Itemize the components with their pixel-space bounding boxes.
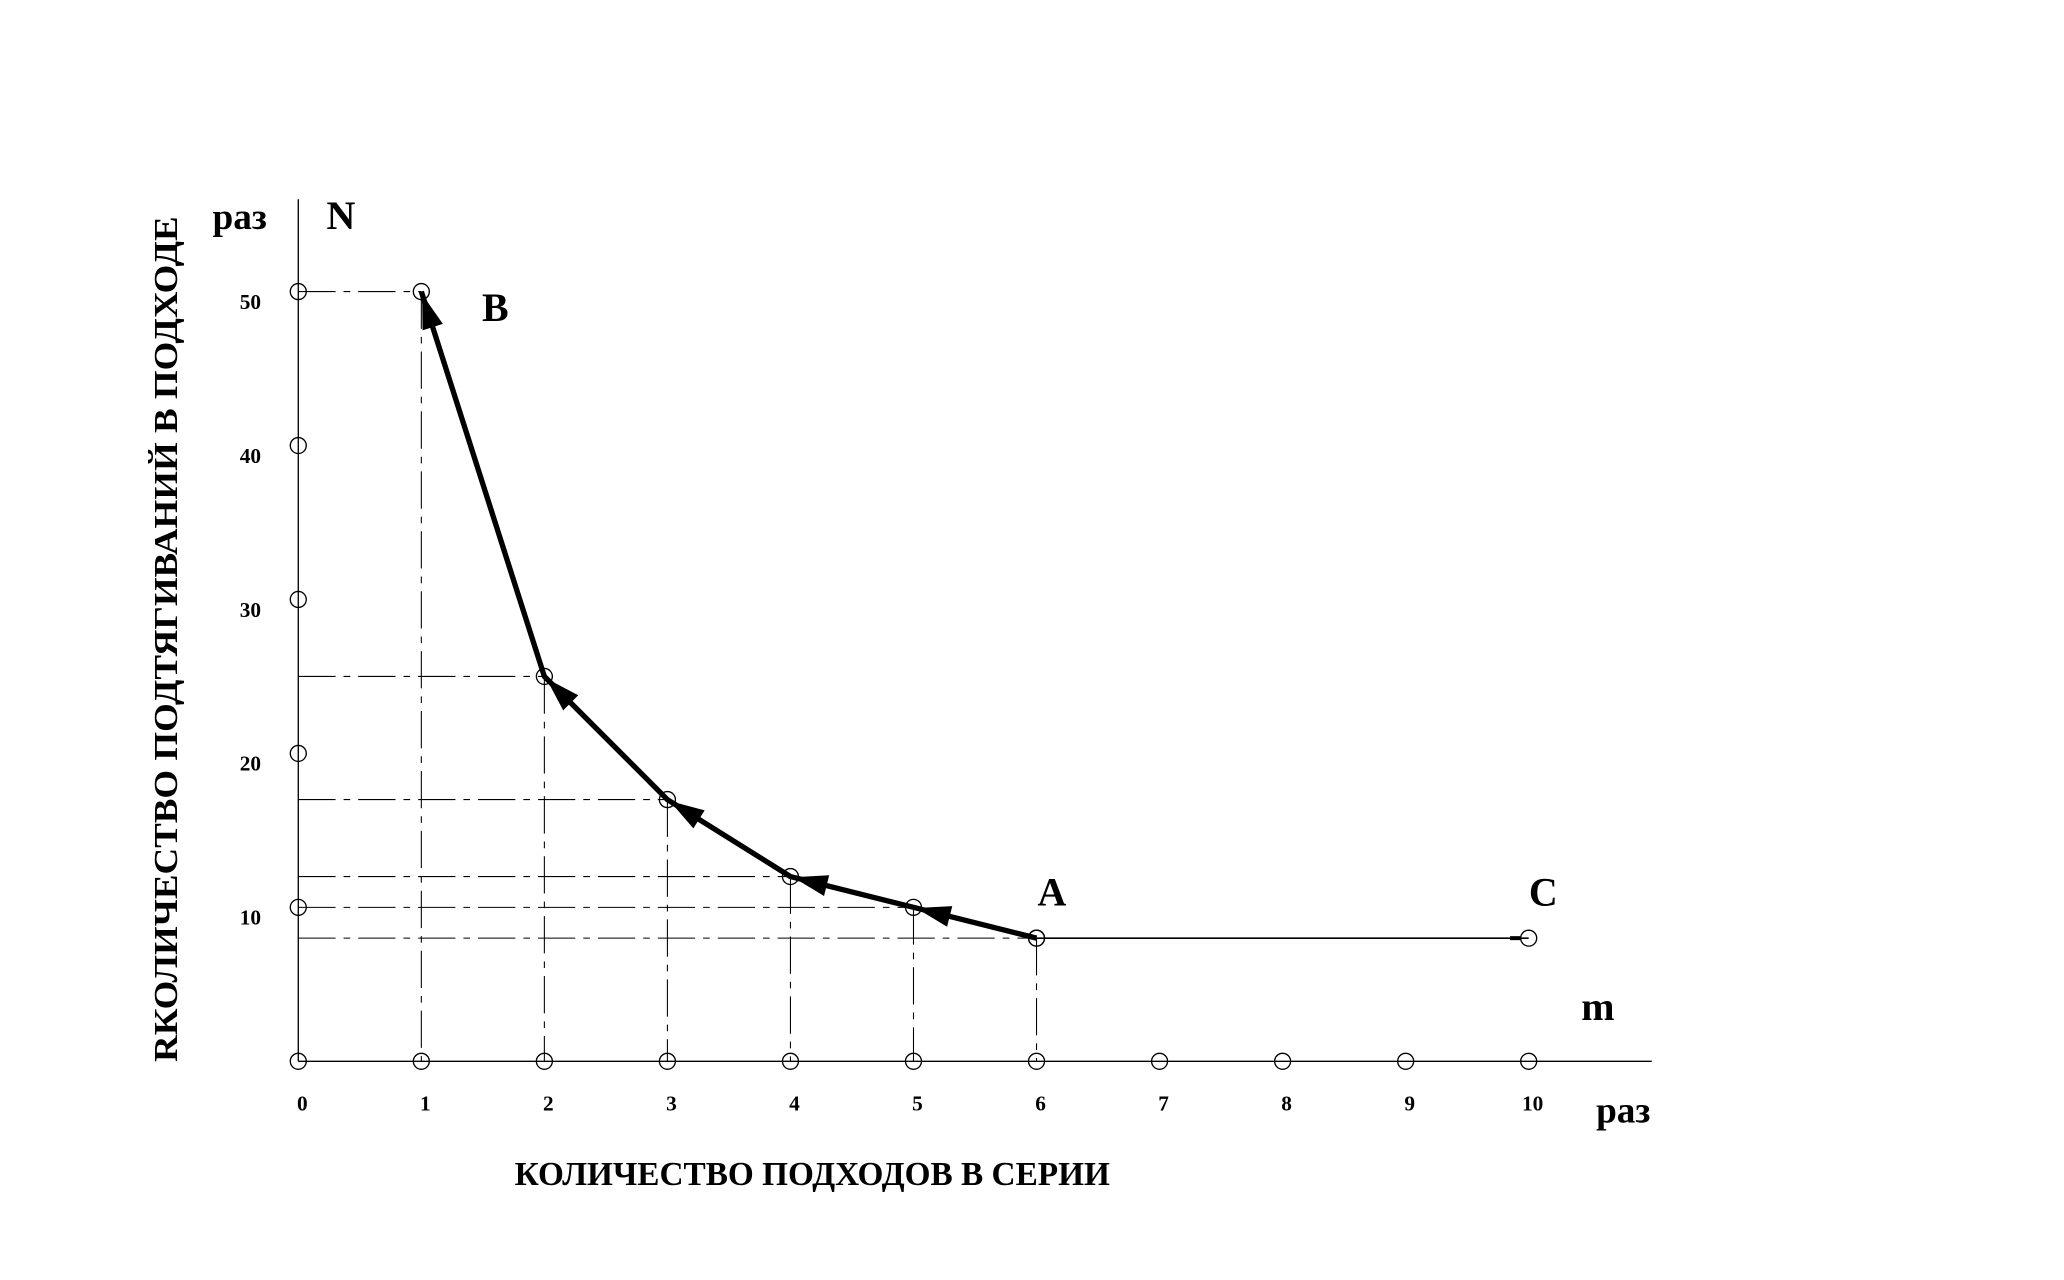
arrowhead bbox=[916, 906, 953, 927]
y-tick-label: 50 bbox=[240, 290, 261, 314]
y-tick-mark bbox=[289, 282, 307, 301]
x-tick-mark bbox=[781, 1052, 800, 1070]
y-tick-label: 40 bbox=[240, 444, 261, 468]
x-tick-label: 0 bbox=[297, 1092, 308, 1116]
y-tick-label: 10 bbox=[240, 906, 261, 930]
y-tick-mark bbox=[289, 436, 307, 455]
x-tick-mark bbox=[1396, 1052, 1415, 1070]
y-tick-mark bbox=[289, 744, 307, 763]
x-tick-mark bbox=[658, 1052, 677, 1070]
x-axis-title: КОЛИЧЕСТВО ПОДХОДОВ В СЕРИИ bbox=[515, 1156, 1110, 1193]
x-symbol: m bbox=[1581, 984, 1614, 1029]
point-label: C bbox=[1529, 869, 1558, 914]
x-tick-label: 1 bbox=[420, 1092, 431, 1116]
x-tick-mark bbox=[1150, 1052, 1169, 1070]
line bbox=[418, 290, 1038, 941]
x-tick-label: 2 bbox=[543, 1092, 554, 1116]
x-tick-label: 8 bbox=[1281, 1092, 1292, 1116]
arrowhead bbox=[546, 678, 579, 711]
y-tick-mark bbox=[289, 590, 307, 609]
x-tick-label: 10 bbox=[1522, 1092, 1543, 1116]
y-tick-label: 30 bbox=[240, 598, 261, 622]
data-point bbox=[1027, 929, 1046, 947]
x-tick-mark bbox=[1273, 1052, 1292, 1070]
data-point bbox=[535, 667, 554, 686]
x-tick-label: 5 bbox=[912, 1092, 923, 1116]
x-tick-label: 7 bbox=[1158, 1092, 1169, 1116]
arrowhead bbox=[669, 801, 705, 829]
arrowhead bbox=[793, 875, 830, 896]
data-point bbox=[658, 790, 677, 809]
x-tick-label: 6 bbox=[1035, 1092, 1046, 1116]
y-axis-title: RКОЛИЧЕСТВО ПОДТЯГИВАНИЙ В ПОДХОДЕ bbox=[148, 216, 185, 1062]
x-tick-label: 9 bbox=[1404, 1092, 1415, 1116]
origin-marker bbox=[289, 1052, 307, 1070]
x-unit: раз bbox=[1596, 1091, 1650, 1132]
y-tick-mark bbox=[289, 898, 307, 917]
data-point bbox=[904, 898, 923, 917]
y-tick-label: 20 bbox=[240, 752, 261, 776]
point-label: A bbox=[1038, 869, 1067, 914]
data-point bbox=[412, 282, 430, 301]
point-label: B bbox=[482, 285, 509, 330]
x-tick-mark bbox=[1520, 1052, 1538, 1070]
x-tick-label: 4 bbox=[789, 1092, 800, 1116]
data-point bbox=[781, 867, 800, 886]
arrowhead bbox=[422, 294, 443, 331]
x-tick-mark bbox=[1027, 1052, 1046, 1070]
x-tick-mark bbox=[412, 1052, 430, 1070]
y-symbol: N bbox=[326, 193, 355, 238]
x-tick-mark bbox=[904, 1052, 923, 1070]
x-tick-label: 3 bbox=[666, 1092, 677, 1116]
x-tick-mark bbox=[535, 1052, 554, 1070]
y-unit: раз bbox=[213, 197, 267, 238]
